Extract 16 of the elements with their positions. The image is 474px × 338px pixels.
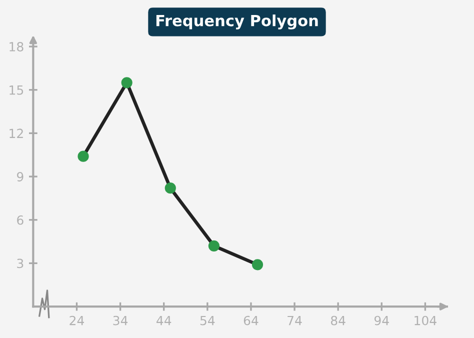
x-tick-label: 24 <box>70 316 84 326</box>
chart-title: Frequency Polygon <box>156 14 318 30</box>
x-tick-label: 34 <box>113 316 128 326</box>
y-tick-label: 18 <box>10 42 24 52</box>
y-tick-label: 12 <box>10 128 23 138</box>
y-tick-label: 3 <box>17 258 24 268</box>
x-tick-label: 64 <box>244 316 258 326</box>
x-tick-label: 44 <box>156 316 172 326</box>
y-tick-label: 15 <box>10 86 24 95</box>
x-tick-label: 94 <box>374 316 389 326</box>
x-tick-label: 104 <box>414 316 436 326</box>
y-tick-label: 9 <box>16 172 24 182</box>
x-tick-label: 84 <box>330 316 346 326</box>
x-tick-label: 74 <box>288 316 302 326</box>
x-tick-label: 54 <box>200 316 215 326</box>
y-tick-label: 6 <box>17 215 24 225</box>
